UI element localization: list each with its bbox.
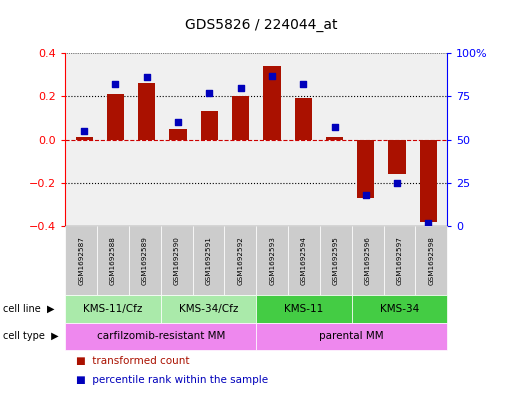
Point xyxy=(236,84,245,91)
Point xyxy=(393,180,401,186)
Text: GSM1692589: GSM1692589 xyxy=(142,236,148,285)
Text: carfilzomib-resistant MM: carfilzomib-resistant MM xyxy=(97,331,225,342)
Point xyxy=(80,128,88,134)
Text: KMS-11/Cfz: KMS-11/Cfz xyxy=(83,304,143,314)
Point xyxy=(143,74,151,81)
Text: GSM1692594: GSM1692594 xyxy=(301,236,307,285)
Bar xyxy=(169,129,187,140)
Bar xyxy=(201,112,218,140)
Text: GDS5826 / 224044_at: GDS5826 / 224044_at xyxy=(185,18,338,32)
Bar xyxy=(138,83,155,140)
Text: GSM1692593: GSM1692593 xyxy=(269,236,275,285)
Text: GSM1692598: GSM1692598 xyxy=(428,236,434,285)
Text: ■  percentile rank within the sample: ■ percentile rank within the sample xyxy=(76,375,268,385)
Text: GSM1692592: GSM1692592 xyxy=(237,236,243,285)
Point xyxy=(331,124,339,130)
Text: KMS-11: KMS-11 xyxy=(285,304,324,314)
Text: cell type  ▶: cell type ▶ xyxy=(3,331,58,342)
Text: GSM1692587: GSM1692587 xyxy=(78,236,84,285)
Text: parental MM: parental MM xyxy=(320,331,384,342)
Point xyxy=(111,81,120,87)
Text: GSM1692590: GSM1692590 xyxy=(174,236,180,285)
Point xyxy=(361,192,370,198)
Text: GSM1692596: GSM1692596 xyxy=(365,236,371,285)
Bar xyxy=(326,137,343,140)
Point xyxy=(299,81,308,87)
Text: ■  transformed count: ■ transformed count xyxy=(76,356,189,365)
Text: GSM1692595: GSM1692595 xyxy=(333,236,339,285)
Text: KMS-34: KMS-34 xyxy=(380,304,419,314)
Bar xyxy=(75,137,93,140)
Point xyxy=(424,219,433,226)
Text: KMS-34/Cfz: KMS-34/Cfz xyxy=(179,304,238,314)
Bar xyxy=(420,140,437,222)
Bar xyxy=(263,66,280,140)
Point xyxy=(174,119,182,125)
Bar xyxy=(389,140,406,174)
Bar xyxy=(107,94,124,140)
Bar xyxy=(232,96,249,140)
Text: GSM1692591: GSM1692591 xyxy=(206,236,211,285)
Text: cell line  ▶: cell line ▶ xyxy=(3,304,54,314)
Text: GSM1692588: GSM1692588 xyxy=(110,236,116,285)
Point xyxy=(268,72,276,79)
Bar xyxy=(357,140,374,198)
Bar xyxy=(294,98,312,140)
Point xyxy=(205,90,213,96)
Text: GSM1692597: GSM1692597 xyxy=(396,236,402,285)
